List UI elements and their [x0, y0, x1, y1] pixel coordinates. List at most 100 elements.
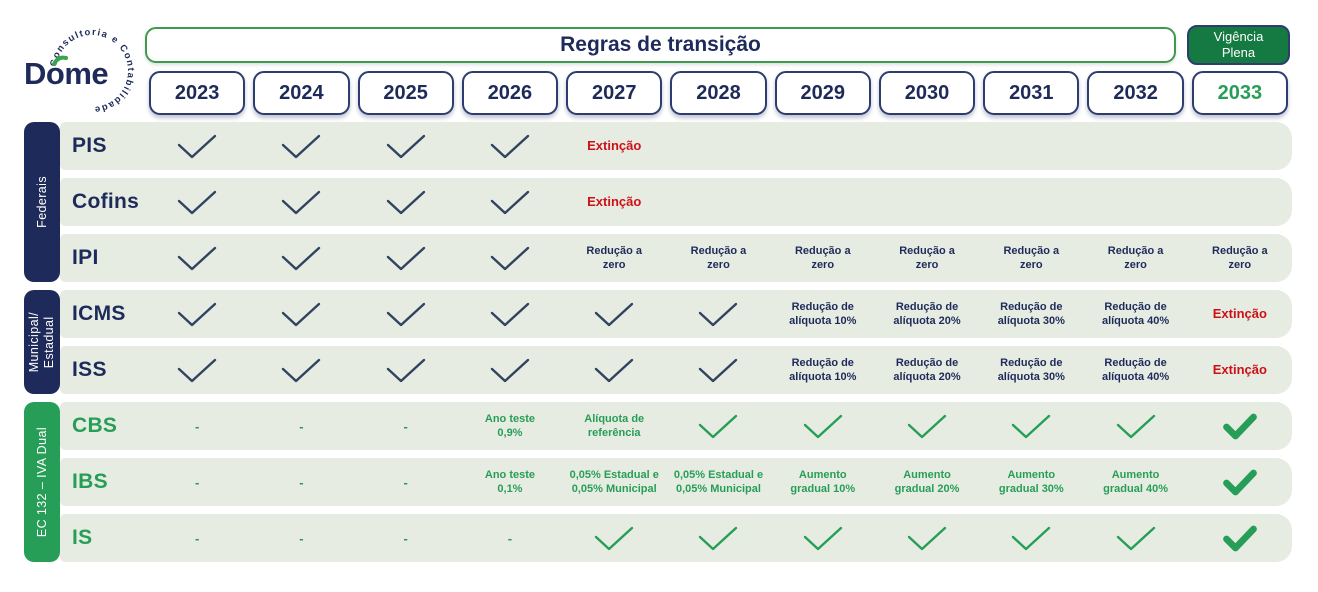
cell-text: Aumento gradual 30%: [998, 468, 1064, 495]
cell-text: 0,05% Estadual e 0,05% Municipal: [569, 468, 659, 495]
cell-pis-2024: [249, 122, 353, 170]
cell-ibs-2033: [1188, 458, 1292, 506]
cell-cbs-2028: [666, 402, 770, 450]
check-icon: [282, 246, 321, 270]
cell-is-2029: [771, 514, 875, 562]
tax-row-cofins: Cofins Extinção: [60, 178, 1292, 226]
cell-text: Extinção: [1212, 305, 1267, 321]
check-icon: [282, 302, 321, 326]
check-icon: [1116, 414, 1155, 438]
cell-pis-2029: [771, 122, 875, 170]
dash-placeholder: -: [194, 474, 200, 490]
check-icon: [386, 302, 425, 326]
cell-text: Extinção: [587, 137, 642, 153]
check-icon: [282, 134, 321, 158]
cell-cofins-2024: [249, 178, 353, 226]
cell-text: Redução de alíquota 20%: [893, 300, 961, 327]
check-icon: [595, 302, 634, 326]
check-icon: [1116, 526, 1155, 550]
cell-text: Redução de alíquota 10%: [789, 300, 857, 327]
cell-text: Aumento gradual 40%: [1103, 468, 1168, 495]
cell-iss-2031: Redução de alíquota 30%: [979, 346, 1083, 394]
cell-cofins-2033: [1188, 178, 1292, 226]
check-icon: [490, 190, 530, 214]
tax-label-icms: ICMS: [72, 302, 126, 325]
check-icon: [177, 246, 217, 270]
cell-ipi-2024: [249, 234, 353, 282]
cell-pis-2026: [458, 122, 562, 170]
cell-pis-2030: [875, 122, 979, 170]
cell-text: Aumento gradual 20%: [894, 468, 960, 495]
cell-icms-2023: [145, 290, 249, 338]
check-icon: [803, 414, 842, 438]
cell-icms-2031: Redução de alíquota 30%: [979, 290, 1083, 338]
check-icon: [490, 134, 530, 158]
check-icon: [490, 246, 530, 270]
cell-cofins-2023: [145, 178, 249, 226]
cell-cbs-2027: Alíquota de referência: [562, 402, 666, 450]
cell-text: Extinção: [587, 193, 642, 209]
cell-text: Redução a zero: [899, 244, 955, 271]
cell-text: Redução a zero: [690, 244, 747, 271]
tax-row-is: IS - - - -: [60, 514, 1292, 562]
cell-text: Redução de alíquota 10%: [789, 356, 857, 383]
check-icon: [699, 526, 738, 550]
cell-iss-2030: Redução de alíquota 20%: [875, 346, 979, 394]
cell-is-2025: -: [354, 514, 458, 562]
cell-icms-2032: Redução de alíquota 40%: [1083, 290, 1187, 338]
cell-icms-2025: [354, 290, 458, 338]
check-icon: [177, 358, 217, 382]
cell-icms-2027: [562, 290, 666, 338]
cell-is-2033: [1188, 514, 1292, 562]
cell-ibs-2028: 0,05% Estadual e 0,05% Municipal: [666, 458, 770, 506]
cell-iss-2027: [562, 346, 666, 394]
cell-ibs-2023: -: [145, 458, 249, 506]
dome-logo: Consultoria e Contabilidade Dome: [24, 27, 135, 115]
cell-iss-2029: Redução de alíquota 10%: [771, 346, 875, 394]
cell-pis-2025: [354, 122, 458, 170]
tax-label-iss: ISS: [72, 358, 107, 381]
year-pill-2030: 2030: [878, 71, 976, 115]
year-pill-2028: 2028: [670, 71, 767, 115]
cell-text: Redução de alíquota 30%: [997, 300, 1065, 327]
tax-table: PIS Extinção Cofins Extinção IPI Redução a ze…: [60, 122, 1292, 570]
check-icon: [386, 358, 425, 382]
cell-cofins-2032: [1083, 178, 1187, 226]
cell-iss-2023: [145, 346, 249, 394]
group-federais-label: Federais: [34, 176, 49, 228]
cell-cbs-2024: -: [249, 402, 353, 450]
tax-label-cbs: CBS: [72, 414, 118, 437]
cell-text: Redução de alíquota 40%: [1101, 356, 1170, 383]
check-icon: [177, 302, 217, 326]
check-icon: [386, 134, 425, 158]
bold-check-icon: [1222, 469, 1257, 495]
dash-placeholder: -: [403, 474, 408, 490]
check-icon: [282, 190, 321, 214]
cell-iss-2033: Extinção: [1188, 346, 1292, 394]
cell-pis-2033: [1188, 122, 1292, 170]
check-icon: [177, 190, 217, 214]
cell-iss-2024: [249, 346, 353, 394]
cell-text: Extinção: [1212, 361, 1267, 377]
check-icon: [907, 414, 947, 438]
cell-cofins-2026: [458, 178, 562, 226]
group-ec132-iva-dual-label: EC 132 – IVA Dual: [34, 426, 49, 538]
dash-placeholder: -: [194, 418, 200, 434]
cell-ipi-2030: Redução a zero: [875, 234, 979, 282]
cell-icms-2030: Redução de alíquota 20%: [875, 290, 979, 338]
cell-is-2032: [1083, 514, 1187, 562]
cell-iss-2025: [354, 346, 458, 394]
dash-placeholder: -: [299, 474, 304, 490]
group-municipal-estadual: Municipal/ Estadual: [24, 290, 60, 394]
year-pill-2033: 2033: [1191, 71, 1288, 115]
tax-row-iss: ISS Redução de alíquota 10% Redução de alí…: [60, 346, 1292, 394]
cell-ibs-2032: Aumento gradual 40%: [1083, 458, 1187, 506]
cell-text: Redução a zero: [1003, 244, 1060, 271]
check-icon: [386, 246, 425, 270]
cell-cbs-2023: -: [145, 402, 249, 450]
cell-ibs-2031: Aumento gradual 30%: [979, 458, 1083, 506]
cell-ipi-2031: Redução a zero: [979, 234, 1083, 282]
tax-row-cbs: CBS - - - Ano teste 0,9% Alíquota de referênc…: [60, 402, 1292, 450]
logo-accent-swoosh-icon: [52, 55, 68, 66]
